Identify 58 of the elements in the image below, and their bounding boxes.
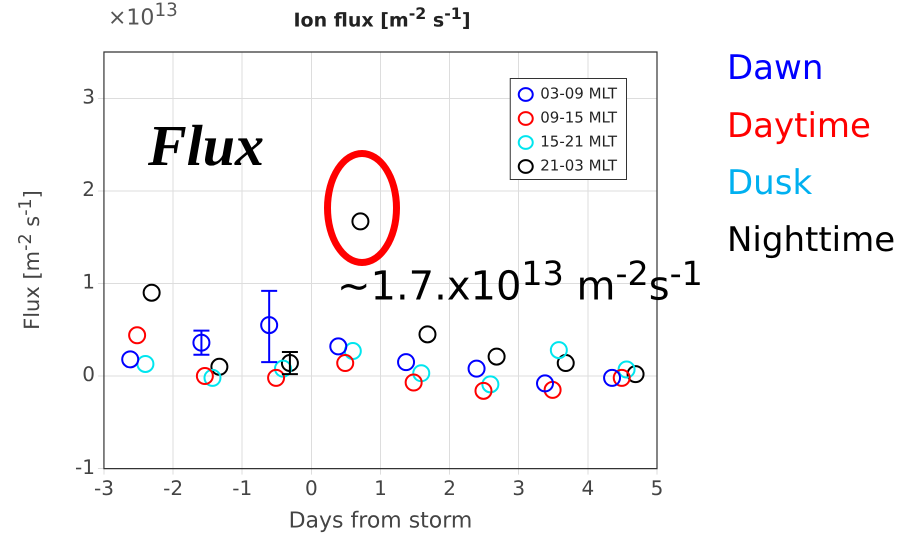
legend-label: 09-15 MLT: [540, 108, 618, 126]
legend-label: 03-09 MLT: [540, 84, 618, 102]
x-tick-label: 2: [443, 476, 456, 500]
point: [404, 374, 423, 392]
text: Dawn: [727, 48, 824, 88]
point: [336, 354, 354, 372]
x-tick-label: 1: [374, 476, 387, 500]
x-tick-label: 3: [512, 476, 526, 500]
point: [128, 326, 146, 344]
point: [280, 354, 299, 372]
point: [474, 382, 492, 400]
point: [556, 354, 575, 372]
x-tick-label: 4: [582, 476, 594, 500]
point: [136, 354, 154, 373]
text: Dusk: [727, 163, 812, 203]
point: [142, 284, 161, 302]
point: [412, 364, 430, 382]
legend-label: 15-21 MLT: [540, 132, 618, 150]
point: [603, 368, 622, 387]
point: [329, 337, 348, 356]
point: [196, 367, 214, 386]
x-tick-label: -3: [94, 476, 114, 500]
y-tick-label: 1: [82, 270, 95, 294]
x-tick-label: -2: [163, 476, 184, 500]
point: [274, 360, 292, 378]
y-tick-label: 2: [82, 177, 95, 202]
annotation: Flux: [148, 112, 264, 179]
point: [550, 341, 568, 360]
x-axis-title: Days from storm: [288, 508, 472, 534]
chart-title: Ion flux [m$^{-2}$ s$^{-1}$]: [293, 4, 471, 32]
point: [192, 334, 210, 352]
legend-label: 21-03 MLT: [540, 156, 618, 174]
point: [481, 375, 500, 394]
point: [536, 374, 554, 392]
point: [626, 365, 645, 384]
point: [544, 380, 562, 399]
point: [488, 348, 506, 366]
point: [203, 368, 222, 387]
text: ×10$^{13}$: [108, 0, 178, 30]
x-tick-label: 0: [304, 476, 318, 500]
point: [468, 360, 486, 378]
point: [351, 212, 370, 230]
text: Nighttime: [727, 220, 896, 260]
x-tick-label: 5: [650, 476, 664, 500]
point: [397, 353, 416, 372]
y-tick-label: 0: [82, 362, 95, 386]
y-tick-label: 3: [82, 84, 95, 108]
point: [267, 368, 286, 387]
point: [260, 316, 278, 334]
text: Daytime: [727, 106, 871, 146]
point: [612, 368, 631, 387]
x-tick-label: -1: [232, 476, 252, 500]
point: [618, 360, 636, 379]
point: [344, 342, 362, 360]
point: [121, 350, 140, 368]
point: [418, 325, 436, 344]
y-tick-label: -1: [74, 454, 95, 479]
point: [210, 358, 228, 376]
